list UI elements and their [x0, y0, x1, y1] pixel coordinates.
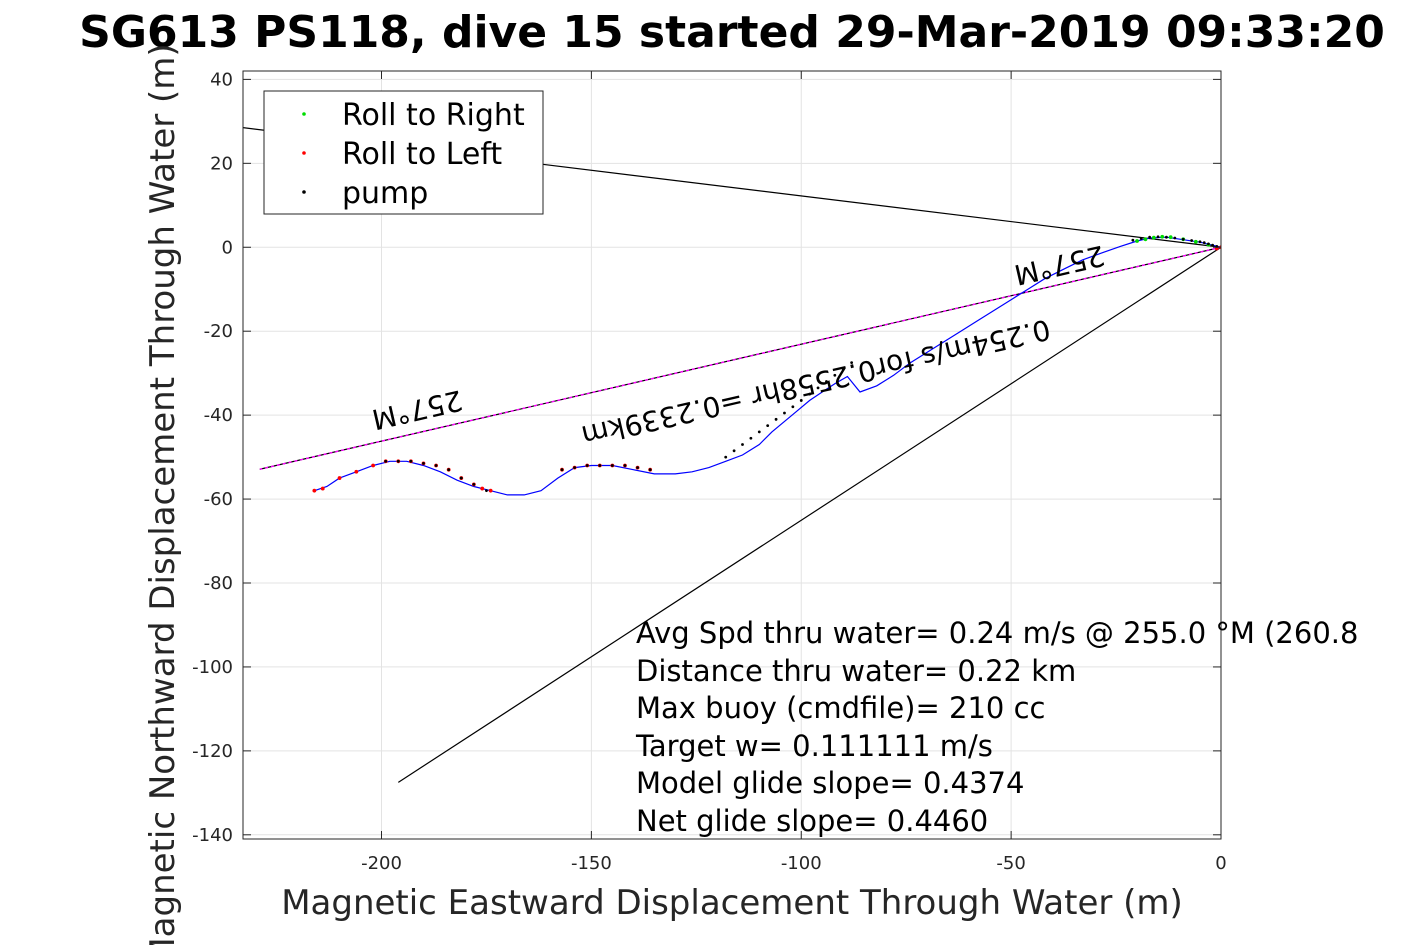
stats-block: Avg Spd thru water= 0.24 m/s @ 255.0 °M … [635, 616, 1358, 838]
y-tick-label: -40 [204, 405, 233, 426]
pump-point [816, 386, 820, 390]
reference-line [397, 246, 1221, 783]
track-line [314, 236, 1221, 496]
roll-right-point [1151, 235, 1156, 240]
pump-point [636, 466, 639, 469]
pump-point [1165, 235, 1168, 239]
pump-point [799, 399, 803, 402]
chart-title: SG613 PS118, dive 15 started 29-Mar-2019… [79, 7, 1385, 58]
pump-point [766, 424, 770, 428]
y-tick-label: -20 [204, 321, 233, 342]
pump-point [472, 482, 476, 486]
stat-max-buoy: Max buoy (cmdfile)= 210 cc [636, 691, 1045, 725]
pump-point [422, 461, 425, 465]
axis-ticks: -200 -150 -100 -50 0 40 20 0 -20 -40 -60 -80 -100 -12… [192, 69, 1227, 874]
roll-right-point [1193, 239, 1198, 244]
legend: Roll to Right Roll to Left pump [263, 90, 544, 215]
roll-right-point [1135, 239, 1139, 243]
pump-point [598, 464, 602, 467]
bearing-line [259, 246, 1221, 470]
pump-point [1202, 241, 1206, 245]
pump-point [833, 373, 837, 377]
pump-point [1190, 239, 1194, 242]
roll-right-point [1168, 235, 1173, 240]
y-tick-label: 40 [210, 69, 233, 90]
pump-point [459, 476, 463, 480]
legend-box [263, 90, 544, 215]
pump-point [791, 405, 795, 409]
pump-point [384, 459, 388, 463]
pump-point [774, 417, 778, 421]
y-tick-label: 0 [222, 237, 233, 258]
roll-left-point [480, 486, 485, 491]
legend-label-roll-right: Roll to Right [342, 98, 525, 133]
pump-point [434, 464, 438, 467]
pump-point [808, 392, 812, 396]
stat-avg-speed: Avg Spd thru water= 0.24 m/s @ 255.0 °M … [636, 616, 1358, 650]
x-tick-label: -100 [781, 853, 822, 874]
legend-marker-roll-right [302, 112, 306, 116]
y-tick-label: -140 [192, 825, 233, 846]
stat-net-glide-slope: Net glide slope= 0.4460 [636, 804, 988, 838]
pump-point [396, 459, 400, 463]
pump-point [1173, 236, 1177, 240]
pump-point [409, 459, 413, 463]
pump-point [1139, 237, 1143, 240]
pump-point [485, 489, 488, 493]
roll-right-point [1160, 234, 1165, 239]
y-tick-label: -80 [204, 573, 233, 594]
pump-point [560, 468, 564, 472]
pump-point [757, 430, 761, 434]
pump-point [1156, 235, 1160, 239]
x-tick-label: -200 [361, 853, 402, 874]
y-tick-label: -120 [192, 741, 233, 762]
x-axis-label: Magnetic Eastward Displacement Through W… [281, 883, 1183, 923]
y-tick-label: -60 [204, 489, 233, 510]
legend-label-pump: pump [342, 176, 428, 211]
pump-point [623, 464, 627, 467]
pump-point [741, 443, 744, 446]
pump-point [1198, 240, 1202, 244]
pump-point [573, 466, 576, 469]
roll-left-point [488, 488, 493, 493]
pump-point [783, 411, 786, 415]
legend-marker-pump [302, 190, 306, 194]
roll-left-point [312, 488, 317, 493]
plot-frame [242, 70, 1222, 840]
legend-label-roll-left: Roll to Left [342, 137, 502, 172]
pump-point [850, 361, 854, 365]
roll-right-point [1143, 237, 1148, 242]
pump-point [648, 468, 652, 472]
pump-point [1211, 243, 1215, 247]
pump-point [749, 436, 753, 440]
pump-point [1181, 237, 1185, 241]
x-tick-label: -150 [571, 853, 612, 874]
x-tick-label: 0 [1215, 853, 1226, 874]
stat-model-glide-slope: Model glide slope= 0.4374 [636, 766, 1024, 800]
roll-left-point [337, 476, 342, 480]
pump-point [1148, 235, 1152, 239]
roll-left-point [371, 463, 376, 468]
pump-point [1131, 238, 1135, 242]
y-axis-label: Magnetic Northward Displacement Through … [143, 43, 183, 945]
pump-point [1207, 242, 1210, 246]
pump-point [585, 464, 589, 467]
pump-point [732, 449, 736, 453]
pump-point [724, 455, 728, 459]
y-tick-label: 20 [210, 153, 233, 174]
pump-point [610, 464, 614, 467]
roll-left-point [354, 469, 359, 474]
pump-point [825, 380, 828, 383]
x-tick-label: -50 [996, 853, 1025, 874]
pump-point [447, 468, 451, 472]
stat-target-w: Target w= 0.111111 m/s [635, 729, 993, 763]
legend-marker-roll-left [302, 151, 306, 155]
y-tick-label: -100 [192, 657, 233, 678]
roll-left-point [320, 486, 325, 491]
pump-point [841, 367, 845, 371]
stat-distance: Distance thru water= 0.22 km [636, 654, 1076, 688]
